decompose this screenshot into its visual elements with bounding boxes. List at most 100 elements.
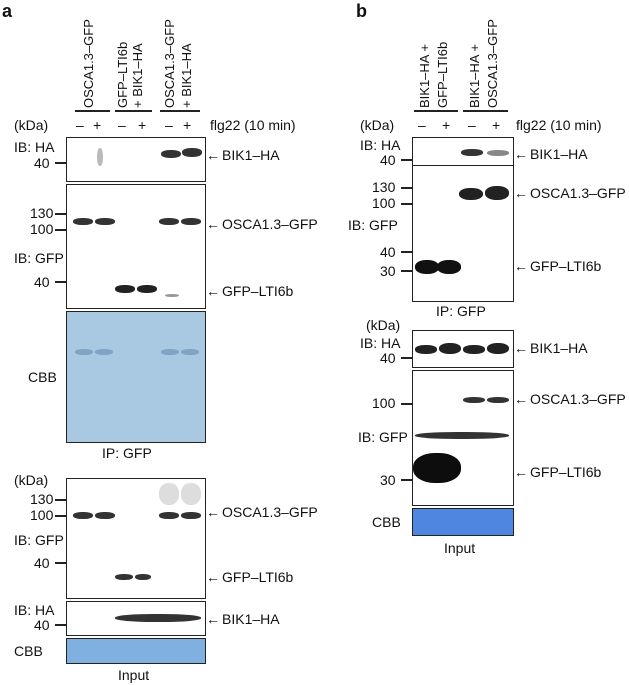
ip-label: IP: GFP bbox=[102, 445, 152, 461]
treat-5: – bbox=[165, 117, 173, 133]
input-label: Input bbox=[118, 667, 150, 683]
band-label: BIK1–HA bbox=[514, 147, 588, 161]
band bbox=[459, 188, 483, 200]
band bbox=[437, 260, 461, 274]
band bbox=[463, 345, 485, 354]
marker: 40 bbox=[380, 152, 396, 168]
band bbox=[181, 483, 201, 505]
cbb-label: CBB bbox=[28, 369, 57, 385]
ib-label: IB: GFP bbox=[14, 250, 64, 266]
panel-label-a: a bbox=[2, 1, 13, 21]
band-label: BIK1–HA bbox=[206, 612, 280, 626]
tick bbox=[401, 187, 412, 189]
ib-label: IB: HA bbox=[360, 137, 401, 153]
lane-header-lti: GFP–LTI6b bbox=[435, 41, 450, 108]
marker: 100 bbox=[30, 221, 54, 237]
treat-3: – bbox=[468, 117, 476, 133]
group-underline bbox=[463, 110, 508, 112]
band bbox=[439, 343, 461, 354]
kda-label: (kDa) bbox=[366, 317, 401, 333]
band bbox=[413, 453, 461, 483]
treat-1: – bbox=[76, 117, 84, 133]
band-label: OSCA1.3–GFP bbox=[206, 505, 318, 519]
tick bbox=[55, 281, 66, 283]
kda-label: (kDa) bbox=[14, 472, 49, 488]
tick bbox=[55, 213, 66, 215]
band bbox=[161, 150, 181, 158]
tick bbox=[55, 499, 66, 501]
band-label: BIK1–HA bbox=[514, 341, 588, 355]
lane-header-bik1-ha: + BIK1–HA bbox=[130, 43, 145, 108]
band-label: GFP–LTI6b bbox=[206, 284, 293, 298]
marker: 130 bbox=[30, 205, 54, 221]
blot-input-ib-gfp bbox=[66, 478, 206, 599]
marker: 130 bbox=[372, 179, 396, 195]
kda-label: (kDa) bbox=[14, 117, 49, 133]
lane-header-bik1-lti: BIK1–HA + bbox=[417, 44, 432, 108]
tick bbox=[55, 562, 66, 564]
group-underline bbox=[160, 110, 200, 112]
marker: 100 bbox=[372, 195, 396, 211]
treat-3: – bbox=[118, 117, 126, 133]
band bbox=[137, 285, 157, 293]
band bbox=[159, 218, 179, 225]
flg22-label: flg22 (10 min) bbox=[210, 117, 296, 133]
ib-label: IB: HA bbox=[360, 335, 401, 351]
treat-2: + bbox=[93, 117, 102, 133]
tick bbox=[55, 624, 66, 626]
band bbox=[415, 260, 439, 274]
ib-label: IB: HA bbox=[14, 602, 55, 618]
band bbox=[75, 349, 93, 355]
lane-header-bik1-ha-2: + BIK1–HA bbox=[179, 43, 194, 108]
lane-header-osca-2: OSCA1.3–GFP bbox=[162, 19, 177, 108]
band bbox=[115, 285, 135, 293]
tick bbox=[401, 479, 412, 481]
marker: 100 bbox=[30, 507, 54, 523]
ib-label: IB: GFP bbox=[348, 217, 398, 233]
lane-header-bik1-osca: BIK1–HA + bbox=[467, 44, 482, 108]
cbb-label: CBB bbox=[14, 643, 43, 659]
band bbox=[181, 218, 201, 225]
band bbox=[487, 150, 509, 156]
group-underline bbox=[115, 110, 152, 112]
band bbox=[95, 512, 115, 519]
treat-2: + bbox=[442, 117, 451, 133]
flg22-label: flg22 (10 min) bbox=[516, 117, 602, 133]
lane-header-gfp-lti6b: GFP–LTI6b bbox=[115, 41, 130, 108]
treat-4: + bbox=[492, 117, 501, 133]
tick bbox=[55, 229, 66, 231]
lane-header-osca-b: OSCA1.3–GFP bbox=[485, 19, 500, 108]
band bbox=[487, 343, 509, 354]
kda-label: (kDa) bbox=[360, 117, 395, 133]
blot-ip-ib-ha bbox=[66, 137, 206, 182]
tick bbox=[401, 270, 412, 272]
blot-input-ib-ha bbox=[66, 601, 206, 636]
ib-label: IB: HA bbox=[14, 139, 55, 155]
ib-label: IB: GFP bbox=[358, 429, 408, 445]
tick bbox=[401, 403, 412, 405]
band-label: BIK1–HA bbox=[206, 148, 280, 162]
marker: 40 bbox=[34, 617, 50, 633]
band-label: GFP–LTI6b bbox=[514, 259, 601, 273]
blot-ip-ib-gfp bbox=[66, 184, 206, 309]
tick bbox=[55, 162, 66, 164]
band bbox=[182, 148, 202, 157]
band-label: OSCA1.3–GFP bbox=[514, 392, 626, 406]
band bbox=[165, 294, 179, 297]
tick bbox=[401, 357, 412, 359]
blot-input-cbb bbox=[66, 638, 206, 664]
band bbox=[415, 432, 509, 439]
band-label: GFP–LTI6b bbox=[206, 570, 293, 584]
marker: 130 bbox=[30, 491, 54, 507]
band bbox=[159, 512, 179, 519]
panel-label-b: b bbox=[356, 1, 367, 21]
band bbox=[415, 345, 437, 354]
ip-label: IP: GFP bbox=[436, 303, 486, 319]
band bbox=[73, 512, 93, 519]
band-label: GFP–LTI6b bbox=[514, 465, 601, 479]
marker: 40 bbox=[380, 350, 396, 366]
band bbox=[73, 218, 93, 225]
band bbox=[95, 349, 113, 355]
marker: 40 bbox=[380, 244, 396, 260]
group-underline bbox=[414, 110, 458, 112]
